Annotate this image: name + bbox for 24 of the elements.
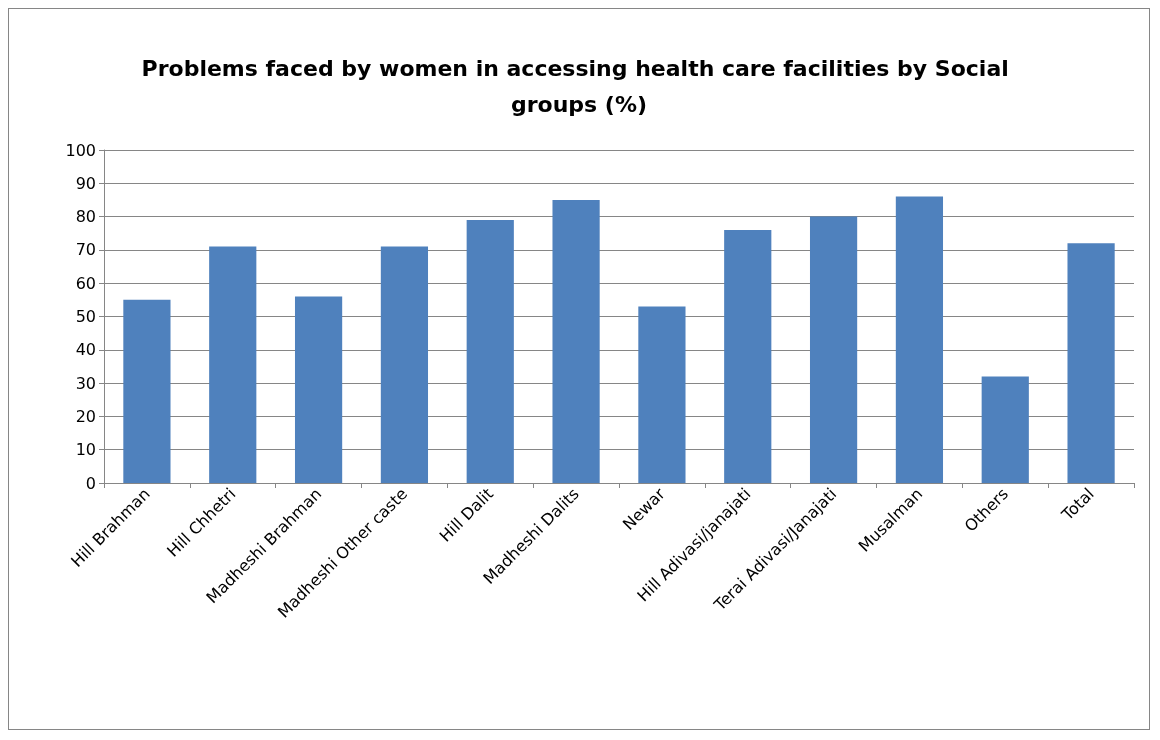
y-tick-label: 80 xyxy=(75,207,96,227)
bar xyxy=(895,196,944,483)
chart-title: Problems faced by women in accessing health care facilities by Social groups (%) xyxy=(141,55,1017,117)
bar xyxy=(724,229,772,483)
bar xyxy=(1067,243,1115,483)
y-tick-label: 100 xyxy=(65,140,96,160)
y-tick-label: 30 xyxy=(75,373,96,393)
y-tick-label: 40 xyxy=(75,340,96,360)
y-tick-label: 90 xyxy=(75,173,96,193)
bar xyxy=(552,199,600,483)
bar xyxy=(638,306,686,483)
bar xyxy=(466,219,514,483)
bar xyxy=(209,246,257,483)
bar xyxy=(123,299,171,483)
y-tick-label: 50 xyxy=(75,307,96,326)
bar xyxy=(294,296,343,483)
bar xyxy=(380,246,429,483)
bar xyxy=(981,376,1029,483)
y-tick-label: 20 xyxy=(75,406,96,426)
bar xyxy=(809,216,858,483)
y-tick-label: 0 xyxy=(85,473,96,493)
y-tick-label: 70 xyxy=(75,240,96,260)
y-tick-label: 10 xyxy=(75,440,96,460)
y-tick-label: 60 xyxy=(75,273,96,293)
